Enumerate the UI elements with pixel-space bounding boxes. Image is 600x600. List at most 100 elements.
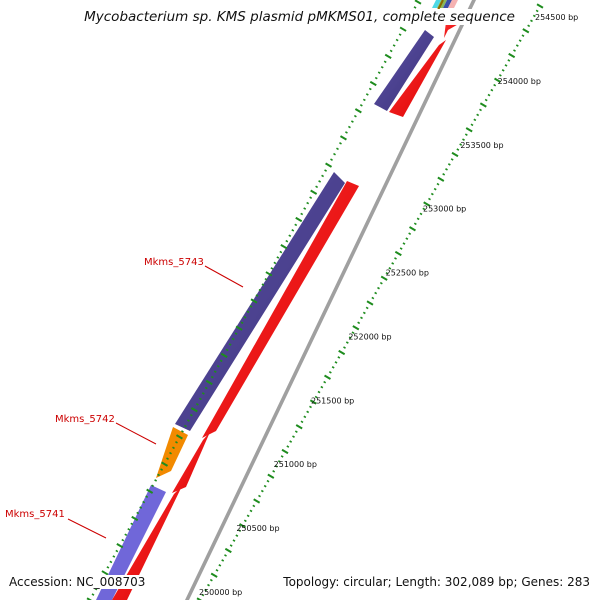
- scale-minor-tick: [395, 38, 399, 42]
- gene-reverse: [202, 181, 359, 438]
- scale-minor-tick: [416, 217, 420, 221]
- scale-minor-tick: [291, 229, 295, 232]
- scale-minor-tick: [252, 504, 256, 508]
- gene-reverse: [444, 22, 462, 38]
- gene-reverse: [172, 432, 210, 493]
- scale-minor-tick: [336, 147, 339, 151]
- scale-major-tick: [295, 424, 303, 430]
- scale-minor-tick: [490, 88, 494, 92]
- scale-minor-tick: [464, 133, 468, 136]
- scale-minor-tick: [181, 430, 184, 433]
- scale-minor-tick: [422, 207, 426, 211]
- gene-label-mkms-5743[interactable]: Mkms_5743: [144, 257, 204, 268]
- scale-minor-tick: [377, 286, 380, 290]
- scale-major-tick: [190, 407, 198, 413]
- scale-minor-tick: [216, 364, 220, 368]
- scale-major-tick: [437, 176, 445, 182]
- scale-minor-tick: [201, 593, 205, 597]
- scale-minor-tick: [501, 69, 505, 72]
- scale-minor-tick: [229, 544, 233, 547]
- gene-label-leader: [204, 265, 244, 288]
- scale-minor-tick: [303, 207, 307, 210]
- scale-minor-tick: [331, 366, 335, 369]
- scale-minor-tick: [235, 534, 239, 537]
- scale-major-tick: [310, 189, 318, 195]
- scale-minor-tick: [142, 500, 146, 504]
- scale-label: 251500 bp: [311, 396, 354, 405]
- scale-minor-tick: [408, 232, 412, 235]
- scale-major-tick: [309, 399, 317, 405]
- scale-minor-tick: [405, 237, 409, 240]
- scale-major-tick: [338, 349, 346, 356]
- gene-forward-light: [96, 485, 166, 600]
- scale-minor-tick: [374, 291, 378, 295]
- scale-minor-tick: [300, 420, 304, 424]
- scale-minor-tick: [391, 262, 395, 265]
- scale-label: 254500 bp: [535, 13, 578, 22]
- scale-minor-tick: [106, 566, 110, 569]
- scale-label: 250500 bp: [236, 524, 279, 533]
- scale-major-tick: [210, 572, 218, 578]
- scale-minor-tick: [145, 495, 149, 498]
- gene-forward-highlight: [156, 427, 188, 478]
- scale-major-tick: [267, 473, 275, 479]
- scale-minor-tick: [334, 361, 338, 364]
- scale-minor-tick: [377, 71, 381, 74]
- scale-minor-tick: [476, 113, 480, 117]
- scale-minor-tick: [430, 192, 434, 196]
- gene-label-mkms-5742[interactable]: Mkms_5742: [55, 414, 115, 425]
- scale-minor-tick: [428, 197, 431, 201]
- scale-minor-tick: [442, 173, 446, 176]
- scale-minor-tick: [273, 261, 277, 265]
- scale-minor-tick: [353, 114, 357, 118]
- scale-minor-tick: [398, 33, 402, 36]
- scale-major-tick: [423, 201, 431, 207]
- scale-major-tick: [536, 3, 544, 9]
- scale-minor-tick: [362, 311, 366, 315]
- scale-minor-tick: [379, 281, 383, 285]
- scale-minor-tick: [347, 125, 351, 129]
- scale-label: 252000 bp: [348, 332, 391, 341]
- scale-minor-tick: [136, 511, 140, 515]
- scale-minor-tick: [255, 294, 259, 297]
- scale-minor-tick: [484, 98, 488, 102]
- scale-minor-tick: [172, 446, 175, 450]
- scale-major-tick: [250, 298, 258, 304]
- scale-minor-tick: [292, 435, 295, 438]
- scale-minor-tick: [246, 310, 250, 314]
- accession-text: Accession: NC_008703: [7, 575, 148, 589]
- scale-minor-tick: [456, 148, 460, 151]
- scale-minor-tick: [112, 555, 116, 558]
- scale-minor-tick: [513, 49, 516, 52]
- scale-minor-tick: [272, 470, 276, 473]
- scale-minor-tick: [394, 257, 397, 260]
- scale-minor-tick: [166, 457, 169, 460]
- sequence-stats: Topology: circular; Length: 302,089 bp; …: [281, 575, 592, 589]
- scale-minor-tick: [160, 468, 163, 471]
- scale-major-tick: [224, 547, 232, 554]
- scale-minor-tick: [289, 440, 293, 443]
- scale-minor-tick: [249, 305, 253, 308]
- scale-minor-tick: [288, 234, 292, 238]
- scale-major-tick: [281, 448, 289, 455]
- scale-minor-tick: [243, 519, 247, 523]
- scale-minor-tick: [218, 564, 222, 567]
- scale-major-tick: [220, 352, 228, 358]
- scale-minor-tick: [286, 445, 290, 448]
- gene-label-mkms-5741[interactable]: Mkms_5741: [5, 509, 65, 520]
- scale-minor-tick: [154, 479, 158, 482]
- scale-minor-tick: [343, 346, 346, 349]
- scale-minor-tick: [280, 455, 284, 458]
- scale-minor-tick: [228, 343, 232, 346]
- scale-minor-tick: [345, 131, 348, 134]
- scale-major-tick: [239, 523, 246, 529]
- scale-minor-tick: [493, 83, 497, 87]
- scale-major-tick: [146, 488, 154, 494]
- gene-reverse: [389, 40, 446, 117]
- scale-minor-tick: [392, 44, 396, 47]
- scale-minor-tick: [350, 120, 354, 123]
- scale-minor-tick: [518, 39, 522, 42]
- gene-label-leader: [67, 518, 107, 539]
- scale-major-tick: [465, 127, 473, 133]
- gene-label-leader: [115, 422, 157, 445]
